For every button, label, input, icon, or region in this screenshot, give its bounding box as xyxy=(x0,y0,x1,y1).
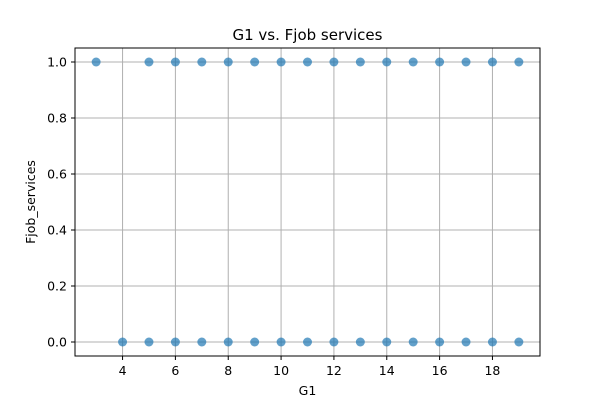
y-axis-label: Fjob_services xyxy=(23,160,38,244)
data-point xyxy=(382,337,392,347)
data-points xyxy=(91,57,524,347)
data-point xyxy=(329,57,339,67)
data-point xyxy=(170,337,180,347)
data-point xyxy=(487,57,497,67)
data-point xyxy=(408,337,418,347)
data-point xyxy=(170,57,180,67)
y-tick-label: 1.0 xyxy=(47,55,67,70)
plot-frame xyxy=(74,47,541,357)
data-point xyxy=(355,57,365,67)
data-point xyxy=(144,337,154,347)
x-tick-label: 8 xyxy=(224,363,232,378)
x-tick-label: 12 xyxy=(326,363,342,378)
data-point xyxy=(250,337,260,347)
data-point xyxy=(223,337,233,347)
data-point xyxy=(276,337,286,347)
data-point xyxy=(355,337,365,347)
data-point xyxy=(514,57,524,67)
data-point xyxy=(223,57,233,67)
y-tick-label: 0.4 xyxy=(47,223,67,238)
data-point xyxy=(435,337,445,347)
data-point xyxy=(197,337,207,347)
data-point xyxy=(461,57,471,67)
x-tick-label: 4 xyxy=(119,363,127,378)
y-tick-label: 0.2 xyxy=(47,279,67,294)
data-point xyxy=(329,337,339,347)
y-tick-label: 0.0 xyxy=(47,335,67,350)
data-point xyxy=(461,337,471,347)
data-point xyxy=(514,337,524,347)
data-point xyxy=(408,57,418,67)
data-point xyxy=(276,57,286,67)
data-point xyxy=(303,337,312,347)
data-point xyxy=(303,57,312,67)
data-point xyxy=(435,57,445,67)
x-tick-label: 18 xyxy=(484,363,500,378)
x-tick-label: 14 xyxy=(379,363,395,378)
data-point xyxy=(118,337,128,347)
y-tick-label: 0.6 xyxy=(47,167,67,182)
x-tick-label: 16 xyxy=(432,363,448,378)
data-point xyxy=(487,337,497,347)
y-tick-label: 0.8 xyxy=(47,111,67,126)
data-point xyxy=(144,57,154,67)
data-point xyxy=(382,57,392,67)
y-axis-ticks: 0.0 0.2 0.4 0.6 0.8 1.0 xyxy=(47,55,75,350)
chart-title: G1 vs. Fjob services xyxy=(233,26,383,44)
x-tick-label: 6 xyxy=(171,363,179,378)
data-point xyxy=(197,57,207,67)
x-axis-label: G1 xyxy=(299,383,317,398)
x-axis-ticks: 4 6 8 10 12 14 16 18 xyxy=(119,356,500,378)
data-point xyxy=(91,57,101,67)
data-point xyxy=(250,57,260,67)
x-tick-label: 10 xyxy=(273,363,289,378)
